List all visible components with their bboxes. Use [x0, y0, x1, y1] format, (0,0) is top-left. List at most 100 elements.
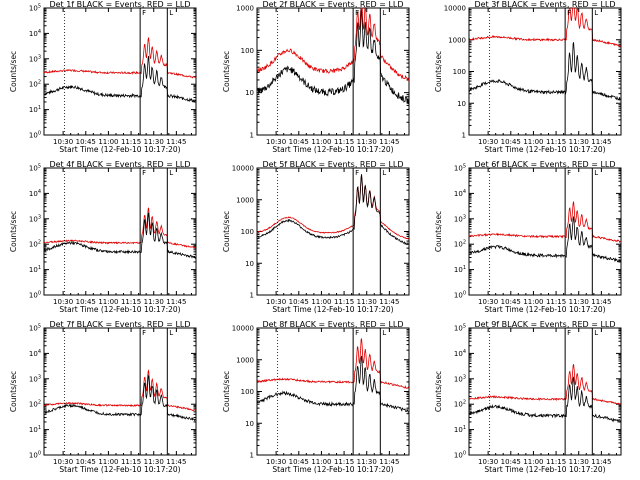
x-tick-label: 11:00: [311, 298, 331, 306]
y-tick-label: 1000: [236, 356, 254, 364]
y-tick-label: 105: [454, 324, 466, 333]
panel-title: Det 3f BLACK = Events, RED = LLD: [474, 0, 615, 9]
x-tick-label: 11:15: [546, 298, 566, 306]
x-tick-label: 10:30: [478, 298, 498, 306]
x-tick-label: 10:45: [76, 138, 96, 146]
y-tick-label: 104: [454, 349, 466, 358]
interval-flag: L: [169, 329, 173, 337]
x-tick-label: 11:45: [379, 298, 399, 306]
x-tick-label: 11:15: [121, 298, 141, 306]
y-tick-label: 100: [241, 228, 254, 236]
plot-frame: [256, 327, 410, 456]
y-axis-label: Counts/sec: [9, 51, 18, 92]
plot-frame: [256, 7, 410, 136]
x-tick-label: 10:45: [76, 298, 96, 306]
y-tick-label: 100: [29, 451, 41, 460]
y-axis-label: Counts/sec: [222, 211, 231, 252]
interval-flag: F: [567, 9, 571, 17]
y-tick-label: 101: [29, 265, 41, 274]
x-axis-label: Start Time (12-Feb-10 10:17:20): [59, 305, 180, 314]
series-red-lld: [256, 6, 410, 82]
x-tick-label: 10:30: [478, 458, 498, 466]
y-tick-label: 104: [29, 349, 41, 358]
y-tick-label: 1: [250, 452, 254, 460]
series-black-events: [43, 374, 196, 422]
x-tick-label: 11:15: [121, 138, 141, 146]
plot-frame: [43, 7, 197, 136]
interval-flag: L: [382, 329, 386, 337]
panel-title: Det 8f BLACK = Events, RED = LLD: [262, 320, 403, 329]
y-tick-label: 105: [29, 164, 41, 173]
interval-flag: F: [355, 169, 359, 177]
x-tick-label: 11:45: [166, 138, 186, 146]
x-tick-label: 10:45: [501, 138, 521, 146]
panel-det-9f: Det 9f BLACK = Events, RED = LLD Start Ti…: [434, 320, 622, 474]
y-tick-label: 102: [454, 400, 466, 409]
series-black-events: [468, 216, 622, 263]
y-axis-label: Counts/sec: [9, 211, 18, 252]
x-axis-label: Start Time (12-Feb-10 10:17:20): [272, 305, 393, 314]
interval-flag: L: [594, 169, 598, 177]
y-tick-label: 1000: [448, 36, 466, 44]
x-tick-label: 11:15: [546, 458, 566, 466]
x-tick-label: 10:45: [289, 298, 309, 306]
y-tick-label: 10000: [444, 5, 466, 13]
y-tick-label: 100: [454, 451, 466, 460]
x-tick-label: 11:00: [311, 138, 331, 146]
panel-title: Det 7f BLACK = Events, RED = LLD: [49, 320, 190, 329]
y-tick-label: 10: [245, 420, 254, 428]
series-red-lld: [468, 364, 621, 406]
y-axis-label: Counts/sec: [434, 371, 443, 412]
x-tick-label: 10:30: [266, 458, 286, 466]
panel-det-4f: Det 4f BLACK = Events, RED = LLD Start Ti…: [9, 160, 197, 314]
x-tick-label: 10:45: [501, 298, 521, 306]
plot-frame: [256, 167, 410, 296]
panel-det-1f: Det 1f BLACK = Events, RED = LLD Start Ti…: [9, 0, 197, 154]
series-black-events: [43, 212, 196, 259]
y-tick-label: 10000: [232, 165, 254, 173]
x-tick-label: 11:45: [591, 298, 611, 306]
x-tick-label: 11:15: [546, 138, 566, 146]
y-tick-label: 105: [454, 164, 466, 173]
x-tick-label: 11:00: [523, 138, 543, 146]
y-tick-label: 105: [29, 324, 41, 333]
y-tick-label: 100: [29, 291, 41, 300]
x-tick-label: 11:30: [357, 458, 377, 466]
y-tick-label: 10000: [232, 325, 254, 333]
panel-title: Det 9f BLACK = Events, RED = LLD: [474, 320, 615, 329]
x-tick-label: 11:30: [144, 138, 164, 146]
interval-flag: L: [382, 9, 386, 17]
panel-title: Det 5f BLACK = Events, RED = LLD: [262, 160, 403, 169]
x-axis-label: Start Time (12-Feb-10 10:17:20): [272, 465, 393, 474]
y-tick-label: 103: [454, 214, 466, 223]
x-axis-label: Start Time (12-Feb-10 10:17:20): [484, 145, 605, 154]
x-tick-label: 11:15: [334, 458, 354, 466]
y-axis-label: Counts/sec: [222, 51, 231, 92]
interval-flag: F: [567, 169, 571, 177]
y-tick-label: 102: [29, 400, 41, 409]
x-tick-label: 10:45: [76, 458, 96, 466]
interval-flag: F: [142, 169, 146, 177]
x-tick-label: 10:45: [289, 138, 309, 146]
x-tick-label: 11:30: [569, 138, 589, 146]
panel-det-5f: Det 5f BLACK = Events, RED = LLD Start Ti…: [222, 160, 410, 314]
interval-flag: F: [567, 329, 571, 337]
series-black-events: [256, 8, 410, 104]
interval-flag: L: [594, 9, 598, 17]
y-tick-label: 101: [454, 265, 466, 274]
series-red-lld: [43, 369, 197, 412]
interval-flag: F: [355, 9, 359, 17]
x-tick-label: 11:00: [98, 458, 118, 466]
y-tick-label: 100: [454, 291, 466, 300]
y-axis-label: Counts/sec: [434, 51, 443, 92]
plot-frame: [468, 327, 622, 456]
y-axis-label: Counts/sec: [9, 371, 18, 412]
x-tick-label: 10:30: [53, 138, 73, 146]
series-black-events: [43, 55, 197, 103]
y-tick-label: 104: [454, 189, 466, 198]
y-tick-label: 1: [250, 292, 254, 300]
y-tick-label: 100: [29, 131, 41, 140]
x-tick-label: 11:45: [379, 458, 399, 466]
x-tick-label: 11:00: [523, 298, 543, 306]
